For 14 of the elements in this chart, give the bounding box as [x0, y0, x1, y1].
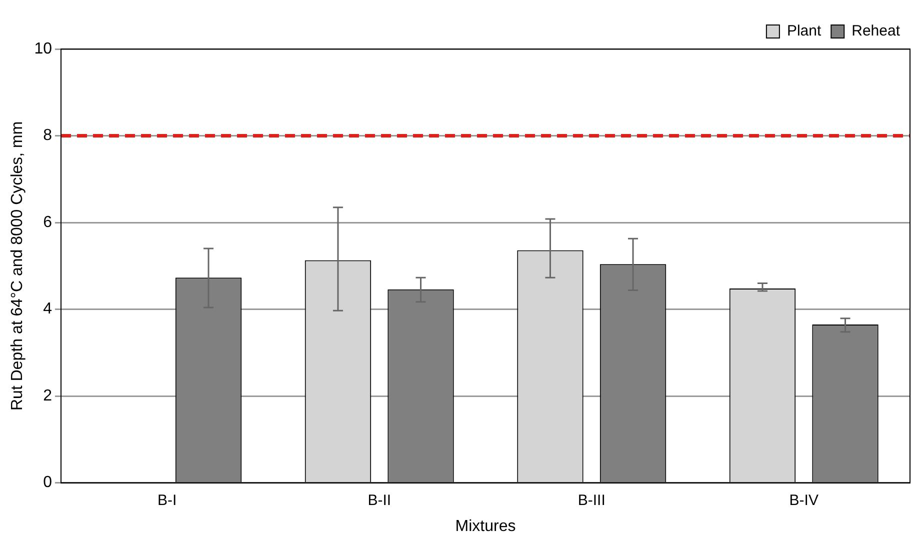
- legend-label: Plant: [786, 22, 822, 40]
- y-tick-label: 10: [34, 40, 52, 58]
- y-tick-label: 4: [43, 300, 52, 318]
- y-axis-title: Rut Depth at 64°C and 8000 Cycles, mm: [9, 121, 26, 410]
- x-tick-label: B-IV: [789, 492, 818, 509]
- x-tick-label: B-I: [158, 492, 177, 509]
- x-axis-title: Mixtures: [455, 518, 516, 535]
- legend-label: Reheat: [852, 22, 901, 40]
- x-tick-label: B-II: [368, 492, 392, 509]
- y-tick-label: 6: [43, 214, 52, 231]
- y-tick-label: 2: [43, 387, 52, 404]
- y-tick-label: 0: [43, 474, 52, 492]
- x-tick-label: B-III: [578, 492, 606, 509]
- y-tick-label: 8: [43, 127, 52, 144]
